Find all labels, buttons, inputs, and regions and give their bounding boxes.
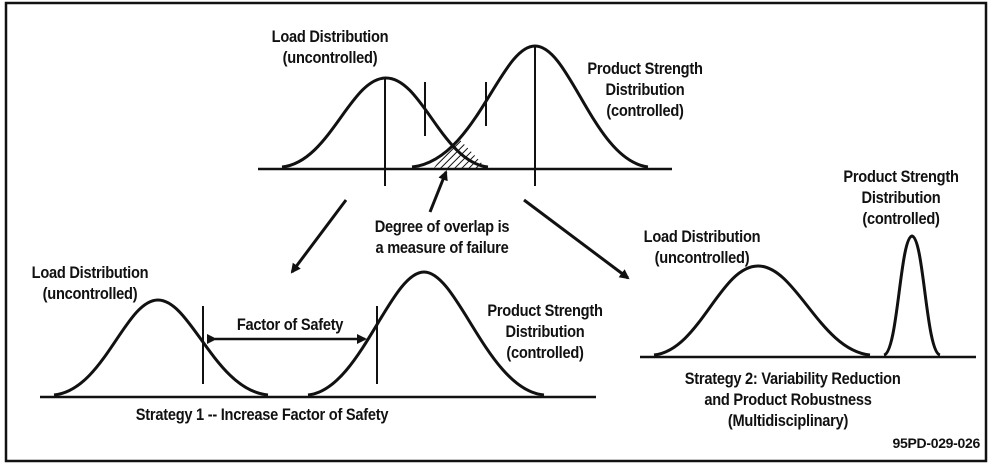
strategy-2-panel [640, 234, 976, 359]
strategy-2-strength-label-line3: (controlled) [862, 209, 940, 228]
top-load-label: Load Distribution (uncontrolled) [270, 26, 390, 68]
strategy-2-load-label: Load Distribution (uncontrolled) [642, 226, 762, 268]
overlap-hatched-region [434, 138, 486, 168]
strategy-2-caption-line2: and Product Robustness [704, 390, 872, 409]
strategy-1-load-label: Load Distribution (uncontrolled) [30, 262, 150, 304]
strategy-2-strength-label: Product Strength Distribution (controlle… [837, 166, 966, 229]
strategy-1-caption: Strategy 1 -- Increase Factor of Safety [116, 404, 408, 425]
strategy-1-load-curve [53, 298, 269, 397]
overlap-note-line2: a measure of failure [375, 238, 509, 257]
strategy-2-load-label-line2: (uncontrolled) [654, 248, 750, 267]
figure-frame [4, 1, 988, 463]
top-strength-label-line3: (controlled) [606, 101, 684, 120]
strategy-1-strength-curve [307, 270, 545, 397]
factor-of-safety-text: Factor of Safety [236, 315, 344, 334]
overlap-note-line1: Degree of overlap is [374, 217, 510, 236]
arrow-to-strategy-1 [290, 199, 348, 274]
strategy-2-caption-line3: (Multidisciplinary) [727, 411, 849, 430]
strategy-2-caption-line1: Strategy 2: Variability Reduction [684, 369, 901, 388]
strategy-1-strength-label-line2: Distribution [505, 322, 585, 341]
figure-code: 95PD-029-026 [840, 433, 981, 454]
strategy-2-load-label-line1: Load Distribution [643, 227, 761, 246]
strategy-2-strength-label-line2: Distribution [861, 188, 941, 207]
arrow-to-strategy-2 [523, 198, 630, 280]
strategy-2-strength-curve [883, 234, 941, 357]
strategy-1-panel [40, 270, 596, 399]
strategy-1-load-label-line2: (uncontrolled) [42, 284, 138, 303]
top-panel [258, 44, 672, 213]
factor-of-safety-label: Factor of Safety [230, 314, 350, 335]
overlap-pointer-arrow [428, 170, 448, 213]
top-load-label-line1: Load Distribution [271, 27, 389, 46]
strategy-2-caption: Strategy 2: Variability Reduction and Pr… [684, 368, 901, 431]
overlap-note: Degree of overlap is a measure of failur… [365, 216, 520, 258]
top-load-label-line2: (uncontrolled) [282, 48, 378, 67]
strategy-2-strength-label-line1: Product Strength [843, 167, 959, 186]
strategy-2-load-curve [653, 264, 871, 357]
figure-code-text: 95PD-029-026 [892, 435, 981, 451]
strategy-1-strength-label-line3: (controlled) [506, 343, 584, 362]
top-strength-label-line1: Product Strength [587, 59, 703, 78]
top-strength-label-line2: Distribution [605, 80, 685, 99]
strategy-1-load-label-line1: Load Distribution [31, 263, 149, 282]
strategy-1-caption-text: Strategy 1 -- Increase Factor of Safety [135, 405, 389, 424]
top-strength-label: Product Strength Distribution (controlle… [581, 58, 710, 121]
strategy-1-strength-label: Product Strength Distribution (controlle… [481, 300, 610, 363]
strategy-1-strength-label-line1: Product Strength [487, 301, 603, 320]
